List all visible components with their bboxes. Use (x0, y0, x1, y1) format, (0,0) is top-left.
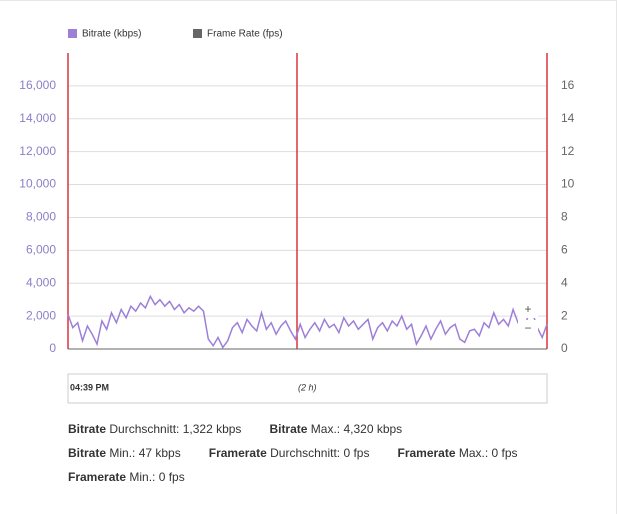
y2-tick-label: 0 (561, 341, 568, 355)
stat: Bitrate Durchschnitt: 1,322 kbps (68, 417, 241, 441)
y-tick-label: 10,000 (19, 177, 56, 191)
zoom-button-label[interactable]: + (524, 302, 531, 316)
timeline-start: 04:39 PM (70, 382, 109, 392)
stat-label: Bitrate (68, 446, 107, 460)
stat: Bitrate Min.: 47 kbps (68, 441, 181, 465)
y-tick-label: 12,000 (19, 144, 56, 158)
y-tick-label: 16,000 (19, 78, 56, 92)
stat-label: Framerate (208, 446, 267, 460)
y-tick-label: 8,000 (26, 210, 56, 224)
stat-value: Min.: 47 kbps (109, 446, 181, 460)
stat: Framerate Max.: 0 fps (397, 441, 517, 465)
y-tick-label: 4,000 (26, 275, 56, 289)
y2-tick-label: 4 (561, 275, 568, 289)
stat-label: Bitrate (68, 422, 107, 436)
y2-tick-label: 8 (561, 210, 568, 224)
y-tick-label: 6,000 (26, 243, 56, 257)
series-line (67, 294, 548, 349)
legend-label: Bitrate (kbps) (82, 29, 141, 40)
timeline-box (67, 373, 548, 404)
stat-value: Durchschnitt: 1,322 kbps (109, 422, 242, 436)
stat-label: Bitrate (269, 422, 308, 436)
stat-value: Max.: 0 fps (458, 446, 518, 460)
zoom-button[interactable] (518, 301, 538, 318)
y2-tick-label: 6 (561, 243, 568, 257)
y2-tick-label: 16 (561, 78, 575, 92)
stat-value: Durchschnitt: 0 fps (270, 446, 370, 460)
y2-tick-label: 12 (561, 144, 575, 158)
legend-label: Frame Rate (fps) (207, 29, 283, 40)
y2-tick-label: 14 (561, 111, 575, 125)
stat: Framerate Durchschnitt: 0 fps (209, 441, 370, 465)
timeline-span: (2 h) (298, 382, 317, 392)
y2-tick-label: 2 (561, 308, 568, 322)
legend-swatch (68, 29, 77, 38)
y2-tick-label: 10 (561, 177, 575, 191)
stat: Framerate Min.: 0 fps (68, 465, 185, 489)
zoom-button[interactable] (518, 320, 538, 337)
stat-label: Framerate (68, 470, 127, 484)
y-tick-label: 0 (49, 341, 56, 355)
chart: 04:39 PM (2 h) 0 2,000 4,000 6,000 8,000 10,0… (19, 29, 575, 404)
stat-value: Max.: 4,320 kbps (310, 422, 403, 436)
y-tick-label: 14,000 (19, 111, 56, 125)
stat-label: Framerate (397, 446, 456, 460)
stats: Bitrate Durchschnitt: 1,322 kbps Bitrate … (68, 417, 588, 489)
stat-value: Min.: 0 fps (129, 470, 185, 484)
y-tick-label: 2,000 (26, 308, 56, 322)
stat: Bitrate Max.: 4,320 kbps (269, 417, 402, 441)
zoom-button-label[interactable]: − (524, 321, 531, 335)
legend-swatch (193, 29, 202, 38)
